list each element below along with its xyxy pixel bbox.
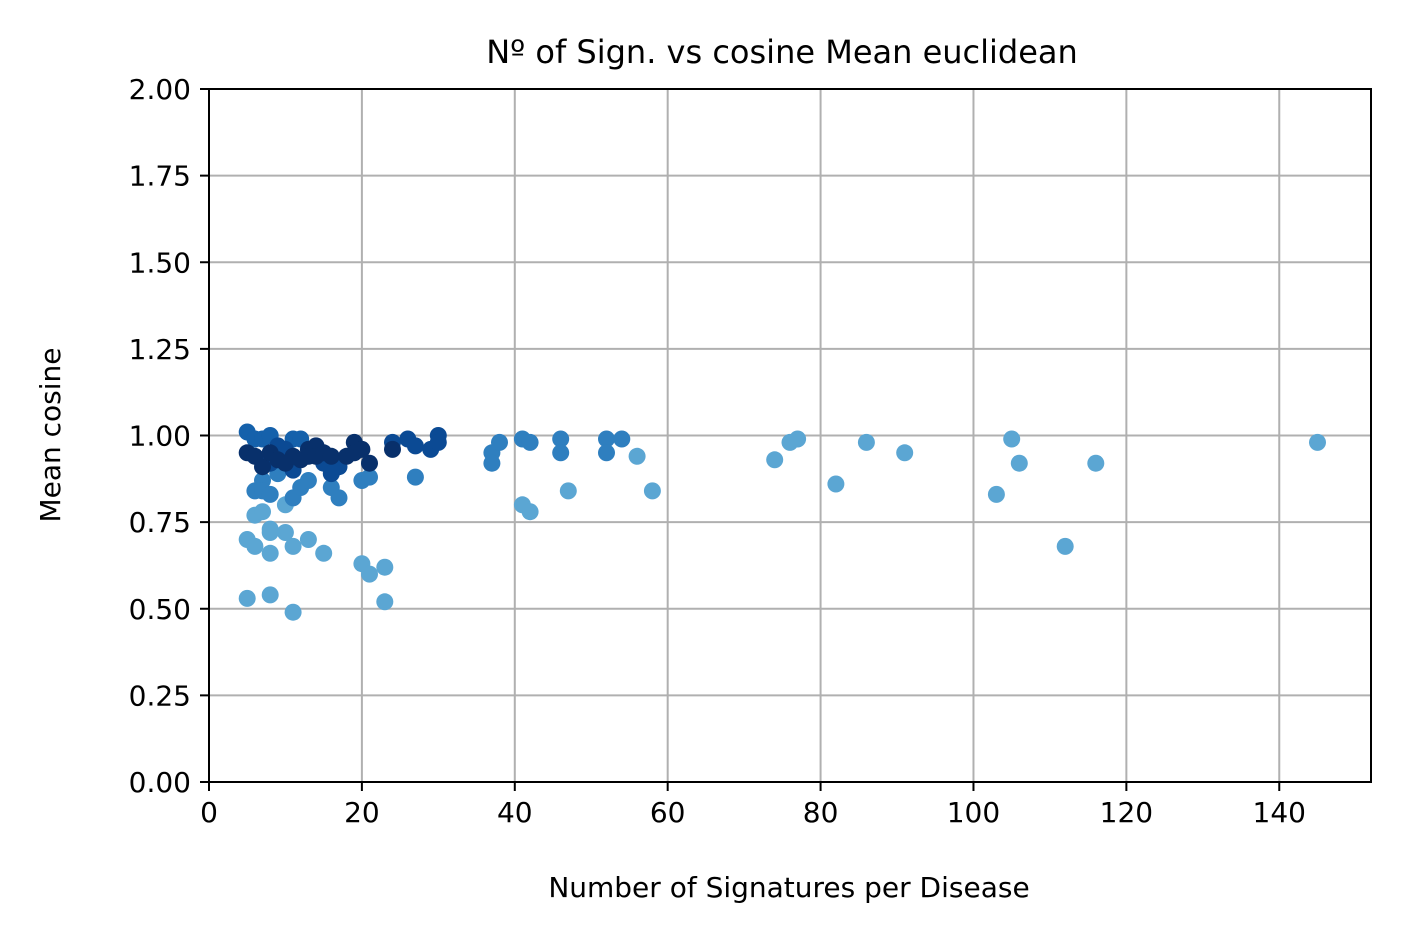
- data-point: [1056, 537, 1074, 555]
- data-point: [238, 589, 256, 607]
- y-tick-label: 0.00: [129, 766, 191, 799]
- data-point: [361, 468, 378, 486]
- data-point: [552, 430, 570, 448]
- data-point: [261, 485, 279, 503]
- data-point: [276, 524, 294, 541]
- data-point: [598, 444, 615, 462]
- data-point: [766, 451, 784, 469]
- data-point: [322, 447, 340, 465]
- data-point: [491, 433, 508, 451]
- y-tick-label: 0.50: [129, 593, 191, 626]
- x-tick-label: 0: [200, 796, 218, 829]
- data-point: [483, 454, 501, 472]
- data-point: [559, 482, 577, 500]
- data-point: [406, 437, 424, 455]
- x-tick-label: 100: [947, 796, 1000, 829]
- data-point: [330, 489, 348, 507]
- data-points: [238, 423, 1326, 621]
- data-point: [246, 537, 264, 555]
- y-tick-label: 0.25: [129, 679, 191, 712]
- data-point: [628, 447, 646, 465]
- data-point: [1010, 454, 1028, 472]
- data-point: [376, 593, 394, 611]
- x-tick-label: 120: [1100, 796, 1153, 829]
- data-point: [261, 586, 279, 604]
- data-point: [284, 603, 302, 621]
- data-point: [521, 503, 539, 521]
- y-tick-label: 0.75: [129, 506, 191, 539]
- data-point: [384, 440, 401, 458]
- data-point: [827, 475, 845, 493]
- data-point: [361, 565, 378, 583]
- data-point: [613, 430, 631, 448]
- data-point: [361, 454, 378, 472]
- x-tick-label: 140: [1253, 796, 1306, 829]
- data-point: [1309, 433, 1326, 451]
- data-point: [521, 433, 539, 451]
- data-point: [789, 430, 807, 448]
- x-axis-label: Number of Signatures per Disease: [548, 871, 1029, 904]
- x-tick-label: 80: [803, 796, 839, 829]
- x-axis: 0 20 40 60 80 100 120 140: [200, 782, 1306, 829]
- data-point: [376, 558, 394, 576]
- data-point: [598, 430, 615, 448]
- x-tick-label: 40: [497, 796, 533, 829]
- data-point: [1087, 454, 1105, 472]
- x-tick-label: 60: [650, 796, 686, 829]
- data-point: [254, 458, 271, 476]
- y-tick-label: 1.25: [129, 333, 191, 366]
- y-tick-label: 2.00: [129, 73, 191, 106]
- data-point: [261, 524, 279, 541]
- data-point: [261, 544, 279, 562]
- data-point: [254, 503, 271, 521]
- data-point: [284, 537, 302, 555]
- data-point: [315, 544, 333, 562]
- y-axis: 0.00 0.25 0.50 0.75 1.00 1.25 1.50 1.75 2.00: [129, 73, 209, 799]
- x-tick-label: 20: [344, 796, 380, 829]
- data-point: [299, 472, 317, 489]
- y-tick-label: 1.50: [129, 246, 191, 279]
- y-tick-label: 1.00: [129, 420, 191, 453]
- data-point: [406, 468, 424, 486]
- chart-title: Nº of Sign. vs cosine Mean euclidean: [486, 33, 1078, 71]
- data-point: [896, 444, 914, 462]
- y-tick-label: 1.75: [129, 160, 191, 193]
- data-point: [552, 444, 570, 462]
- data-point: [429, 433, 447, 451]
- data-point: [987, 485, 1005, 503]
- y-axis-label: Mean cosine: [34, 347, 67, 522]
- data-point: [857, 433, 875, 451]
- data-point: [299, 531, 317, 548]
- data-point: [1003, 430, 1021, 448]
- data-point: [643, 482, 661, 500]
- data-point: [353, 440, 371, 458]
